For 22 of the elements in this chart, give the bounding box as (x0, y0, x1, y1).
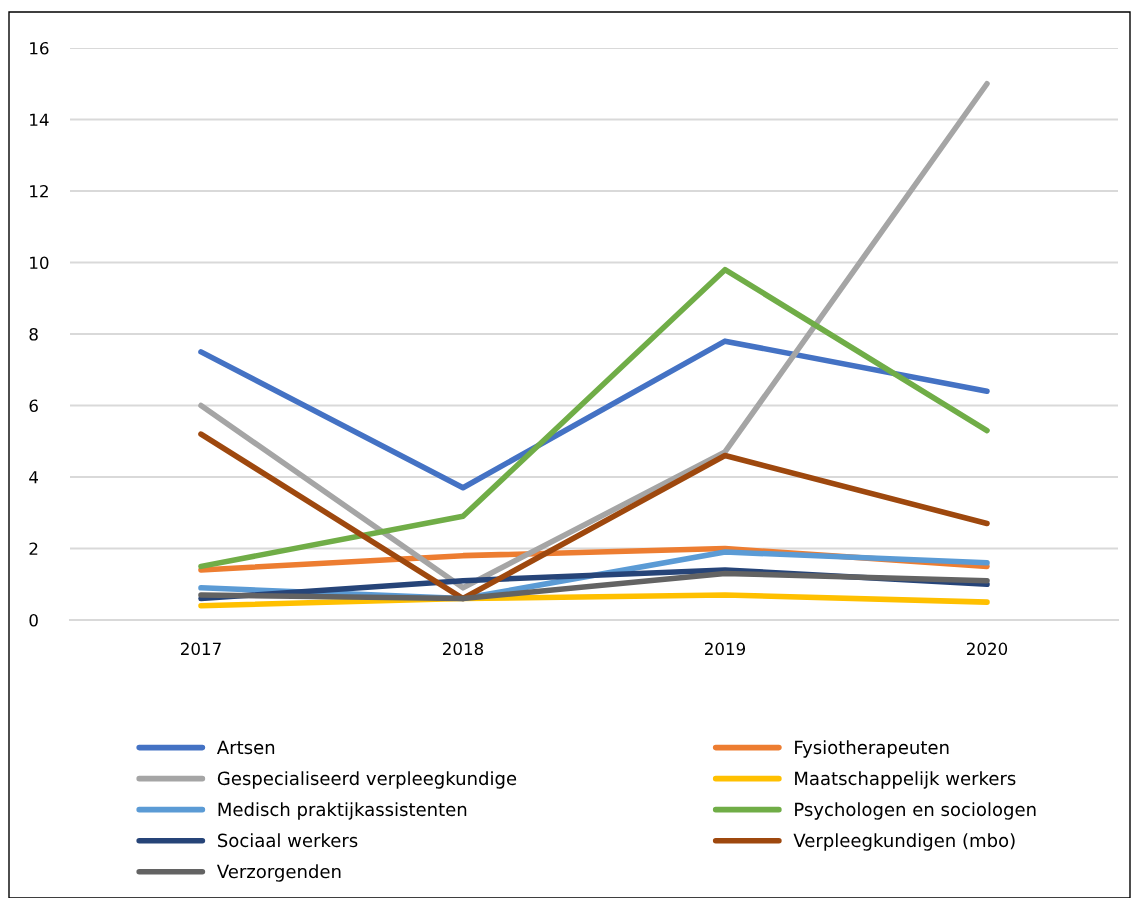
legend-label: Psychologen en sociologen (795, 802, 1036, 820)
y-tick-label: 4 (29, 471, 38, 484)
y-tick-label: 12 (30, 184, 48, 198)
legend-label: Verpleegkundigen (mbo) (793, 833, 1015, 851)
x-tick-label: 2020 (967, 642, 1008, 656)
y-tick-label: 10 (30, 256, 49, 270)
legend-label: Verzorgenden (216, 864, 341, 882)
x-tick-label: 2019 (705, 642, 746, 656)
legend-label: Sociaal werkers (218, 833, 358, 848)
x-tick-label: 2018 (443, 642, 484, 656)
x-tick-label: 2017 (181, 642, 221, 656)
y-tick-label: 0 (29, 613, 38, 627)
legend-label: Gespecialiseerd verpleegkundige (217, 771, 517, 789)
y-tick-label: 6 (29, 399, 38, 413)
y-tick-label: 8 (29, 327, 38, 341)
y-tick-label: 2 (29, 542, 38, 555)
legend-label: Maatschappelijk werkers (795, 771, 1016, 789)
legend-label: Artsen (216, 740, 275, 755)
legend-label: Medisch praktijkassistenten (218, 802, 467, 820)
y-tick-label: 14 (30, 113, 49, 126)
legend-label: Fysiotherapeuten (795, 740, 949, 758)
y-tick-label: 16 (30, 41, 49, 55)
